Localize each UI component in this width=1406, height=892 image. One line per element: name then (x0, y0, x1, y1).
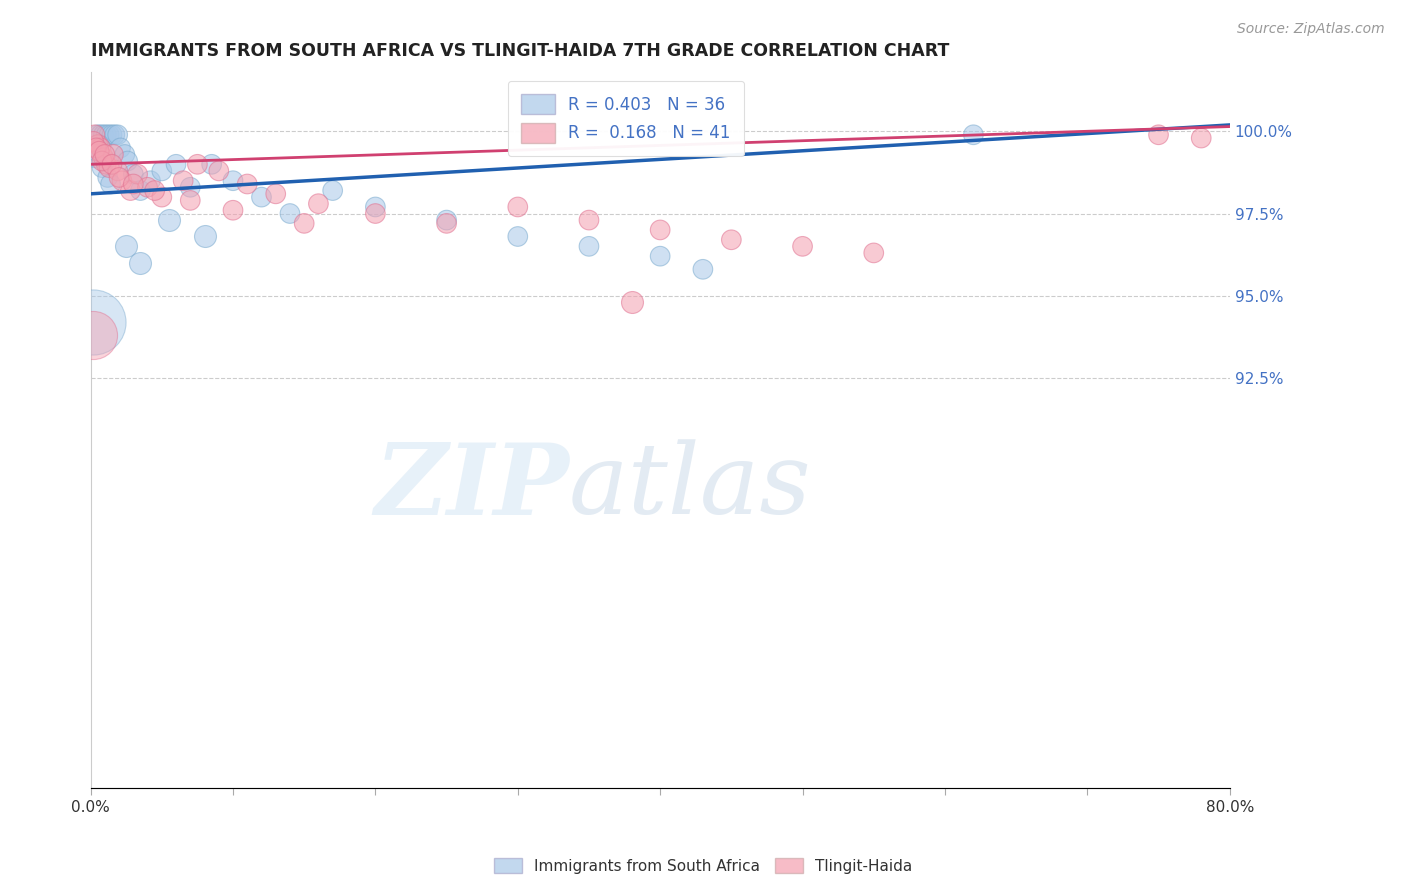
Point (91, 154, 114, 169)
Point (862, 246, 884, 260)
Point (962, 128, 984, 142)
Point (692, 262, 714, 277)
Point (107, 128, 129, 142)
Point (94, 147, 117, 161)
Point (364, 200, 387, 214)
Point (193, 229, 215, 244)
Point (98, 128, 121, 142)
Point (792, 239, 814, 253)
Point (122, 177, 145, 191)
Text: Source: ZipAtlas.com: Source: ZipAtlas.com (1237, 22, 1385, 37)
Point (364, 206, 387, 220)
Point (620, 295, 643, 310)
Point (83, 151, 105, 165)
Point (107, 164, 129, 178)
Legend: Immigrants from South Africa, Tlingit-Haida: Immigrants from South Africa, Tlingit-Ha… (488, 852, 918, 880)
Point (110, 141, 132, 155)
Point (93, 151, 115, 165)
Point (101, 128, 124, 142)
Point (122, 167, 145, 181)
Point (91, 161, 114, 175)
Point (98, 161, 121, 175)
Point (111, 174, 134, 188)
Point (322, 184, 344, 198)
Point (97, 170, 120, 185)
Text: IMMIGRANTS FROM SOUTH AFRICA VS TLINGIT-HAIDA 7TH GRADE CORRELATION CHART: IMMIGRANTS FROM SOUTH AFRICA VS TLINGIT-… (90, 42, 949, 60)
Point (578, 239, 600, 253)
Point (129, 184, 152, 198)
Point (104, 128, 127, 142)
Point (150, 164, 173, 178)
Point (93, 128, 115, 142)
Point (222, 174, 245, 188)
Point (179, 194, 201, 208)
Point (87, 137, 110, 152)
Point (87, 128, 110, 142)
Point (103, 147, 125, 161)
Point (82, 134, 104, 148)
Point (157, 213, 180, 227)
Point (100, 177, 122, 191)
Point (650, 223, 672, 237)
Point (650, 249, 672, 263)
Point (90, 141, 112, 155)
Point (506, 200, 529, 214)
Point (179, 180, 201, 194)
Point (89, 137, 111, 152)
Point (436, 216, 458, 230)
Point (96, 128, 118, 142)
Point (250, 190, 273, 204)
Point (307, 196, 329, 211)
Point (90, 128, 112, 142)
Text: atlas: atlas (569, 440, 811, 535)
Point (436, 213, 458, 227)
Point (101, 157, 124, 171)
Point (172, 174, 194, 188)
Point (278, 206, 301, 220)
Point (720, 233, 742, 247)
Point (165, 157, 187, 171)
Text: ZIP: ZIP (374, 439, 569, 535)
Point (150, 190, 173, 204)
Point (89, 144, 111, 158)
Point (94, 154, 117, 169)
Point (1189, 131, 1212, 145)
Point (136, 180, 159, 194)
Point (120, 184, 142, 198)
Point (222, 203, 245, 218)
Point (578, 213, 600, 227)
Point (129, 256, 152, 270)
Point (292, 216, 315, 230)
Point (143, 184, 166, 198)
Point (108, 170, 131, 185)
Point (114, 147, 136, 161)
Point (83, 128, 105, 142)
Point (208, 164, 231, 178)
Point (96, 157, 118, 171)
Point (236, 177, 259, 191)
Point (117, 154, 139, 169)
Point (186, 157, 208, 171)
Point (82, 327, 104, 342)
Legend: R = 0.403   N = 36, R =  0.168   N = 41: R = 0.403 N = 36, R = 0.168 N = 41 (508, 81, 744, 156)
Point (139, 174, 162, 188)
Point (84, 144, 107, 158)
Point (264, 186, 287, 201)
Point (506, 229, 529, 244)
Point (84, 141, 107, 155)
Point (201, 157, 224, 171)
Point (127, 167, 149, 181)
Point (115, 239, 138, 253)
Point (1147, 128, 1170, 142)
Point (82, 315, 104, 329)
